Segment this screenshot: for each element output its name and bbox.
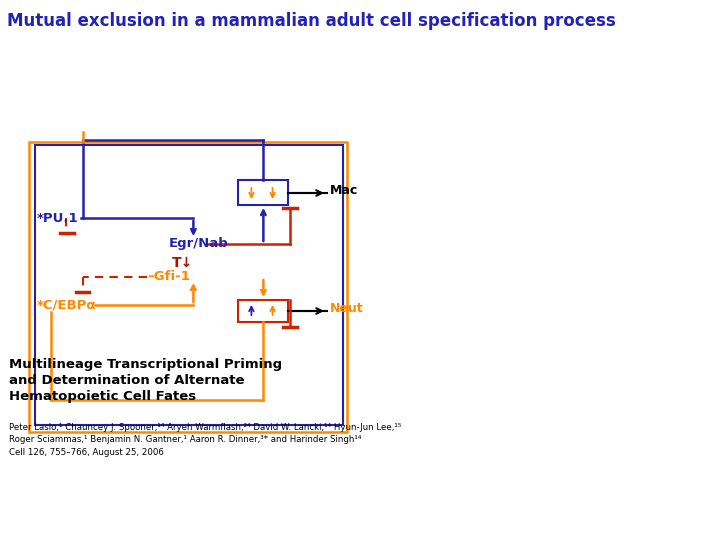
Text: Cell 126, 755–766, August 25, 2006: Cell 126, 755–766, August 25, 2006 [9, 448, 164, 457]
Bar [30, 142, 347, 432]
Text: Mac: Mac [330, 184, 358, 197]
Bar [35, 145, 343, 425]
Bar [238, 300, 288, 322]
Text: *PU.1: *PU.1 [37, 212, 78, 225]
Text: Peter Laslo,¹ Chauncey J. Spooner,¹⁴ Aryeh Warmflash,²⁴ David W. Lancki,¹⁴ Hyun-: Peter Laslo,¹ Chauncey J. Spooner,¹⁴ Ary… [9, 423, 402, 444]
Text: Mutual exclusion in a mammalian adult cell specification process: Mutual exclusion in a mammalian adult ce… [7, 12, 616, 30]
Bar [238, 180, 288, 205]
Text: T↓: T↓ [172, 256, 194, 270]
Text: –Gfi-1: –Gfi-1 [148, 271, 190, 284]
Text: *C/EBPα: *C/EBPα [37, 299, 96, 312]
Text: Neut: Neut [330, 301, 364, 314]
Text: Egr/Nab: Egr/Nab [168, 238, 228, 251]
Text: Multilineage Transcriptional Priming
and Determination of Alternate
Hematopoieti: Multilineage Transcriptional Priming and… [9, 358, 282, 403]
